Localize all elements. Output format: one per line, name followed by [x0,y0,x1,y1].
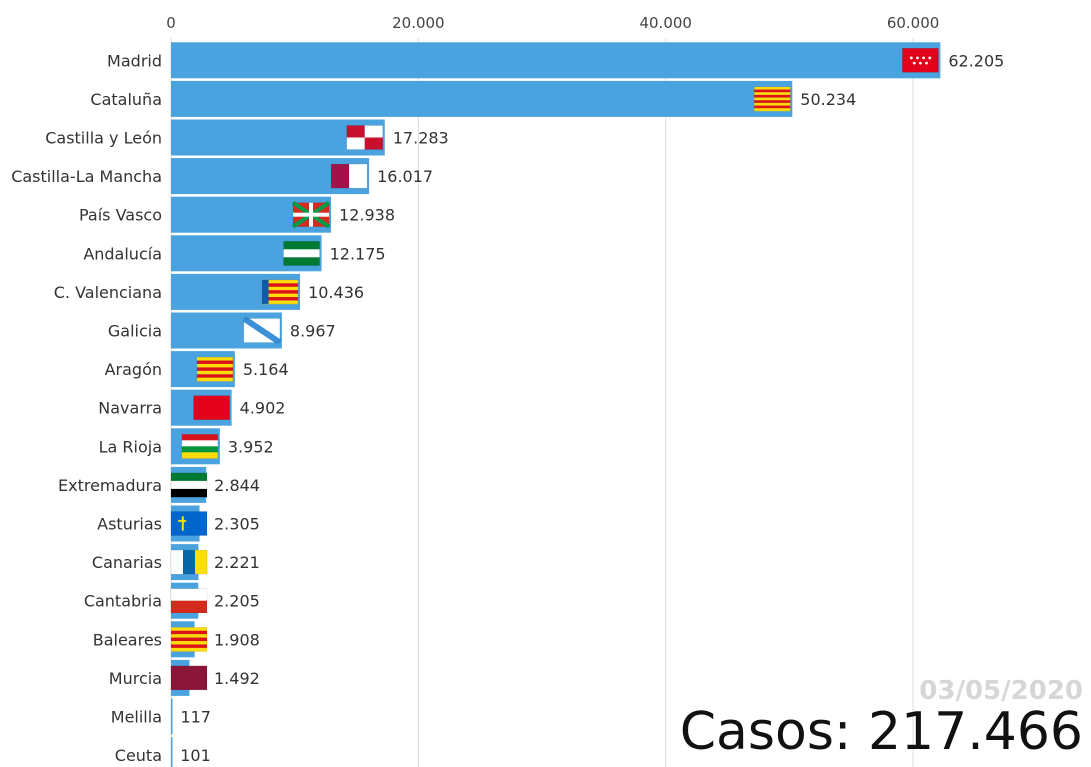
bar [171,698,173,735]
category-label: Navarra [98,399,162,418]
category-label: Extremadura [58,476,162,495]
flag-valenciana-icon [261,279,299,305]
flag-pais-vasco-icon [291,201,331,229]
value-label: 2.205 [214,592,260,611]
category-labels: Madrid Cataluña Castilla y León Castilla-La… [11,51,162,765]
x-tick-label: 20.000 [392,14,445,32]
flag-murcia-icon [170,665,208,691]
flag-canarias-icon [170,549,208,575]
value-label: 3.952 [228,437,274,456]
date-label: 03/05/2020 [919,676,1083,706]
bar [171,737,173,767]
flag-castilla-la-mancha-icon [330,163,368,189]
bar [171,42,941,79]
flag-madrid-icon [902,48,939,73]
value-label: 101 [180,746,211,765]
flag-cantabria-icon [170,588,208,613]
value-label: 8.967 [290,322,336,341]
value-label: 12.175 [330,244,386,263]
flag-andalucia-icon [283,241,320,266]
bars [171,42,941,767]
category-label: País Vasco [79,206,162,225]
value-label: 2.844 [214,476,260,495]
category-label: Andalucía [83,244,162,263]
value-label: 12.938 [339,206,395,225]
category-label: Melilla [111,708,162,727]
category-label: Cantabria [84,592,162,611]
category-label: Asturias [97,515,162,534]
category-label: Aragón [105,360,162,379]
value-label: 2.221 [214,553,260,572]
category-label: Galicia [108,322,162,341]
flag-asturias-icon [170,511,208,536]
category-label: Castilla y León [45,129,162,148]
value-label: 1.908 [214,630,260,649]
value-label: 17.283 [393,129,449,148]
value-label: 10.436 [308,283,364,302]
category-label: Cataluña [90,90,162,109]
flag-galicia-icon [242,316,282,345]
category-label: C. Valenciana [54,283,162,302]
category-label: Castilla-La Mancha [11,167,162,186]
category-label: Madrid [107,51,162,70]
flag-extremadura-icon [170,472,208,498]
category-label: Murcia [109,669,162,688]
category-label: La Rioja [99,437,162,456]
x-tick-label: 60.000 [887,14,940,32]
value-label: 5.164 [243,360,289,379]
region-flags [170,48,939,691]
value-label: 16.017 [377,167,433,186]
value-label: 4.902 [240,399,286,418]
value-label: 117 [180,708,211,727]
value-label: 62.205 [948,51,1004,70]
flag-baleares-icon [170,627,208,652]
flag-castilla-y-leon-icon [346,125,384,150]
flag-cataluna-icon [754,86,791,112]
value-label: 2.305 [214,515,260,534]
x-tick-label: 0 [166,14,176,32]
category-label: Canarias [92,553,162,572]
x-tick-label: 40.000 [639,14,692,32]
total-cases-label: Casos: 217.466 [679,702,1083,762]
value-labels: 62.205 50.234 17.283 16.017 12.938 12.175 10.4… [180,51,1004,765]
x-axis-ticks: 0 20.000 40.000 60.000 [166,14,939,32]
flag-la-rioja-icon [181,434,219,459]
flag-navarra-icon [193,395,230,420]
category-label: Baleares [93,630,162,649]
value-label: 50.234 [800,90,856,109]
value-label: 1.492 [214,669,260,688]
bar [171,80,793,117]
category-label: Ceuta [115,746,162,765]
flag-aragon-icon [196,356,234,382]
